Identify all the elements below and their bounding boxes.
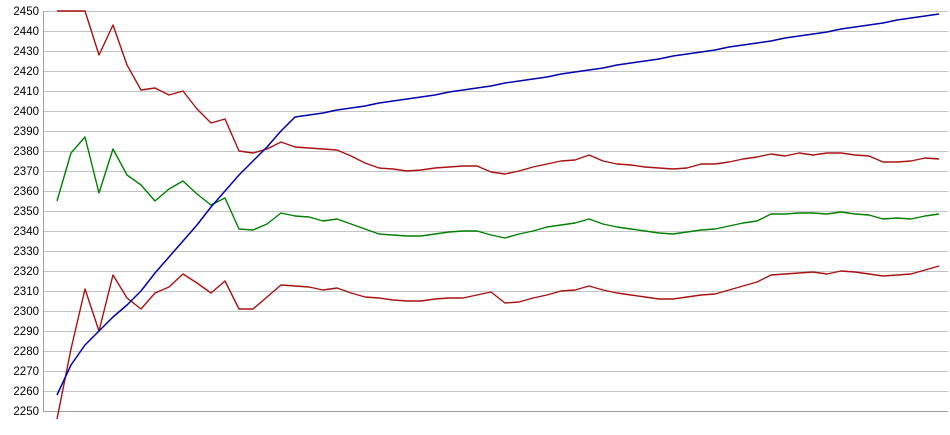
y-axis-tick-label: 2270 (13, 366, 39, 378)
y-axis-tick-label: 2380 (13, 146, 39, 158)
y-axis-tick-label: 2250 (13, 406, 39, 418)
y-axis-tick-label: 2280 (13, 346, 39, 358)
y-axis-tick-label: 2340 (13, 226, 39, 238)
y-axis-tick-label: 2330 (13, 246, 39, 258)
series-blue-cumulative-line (56, 13, 940, 396)
y-axis-tick-label: 2350 (13, 206, 39, 218)
y-axis-tick-label: 2260 (13, 386, 39, 398)
y-axis-tick-label: 2440 (13, 26, 39, 38)
y-axis-tick-label: 2450 (13, 6, 39, 18)
y-axis-tick-label: 2410 (13, 86, 39, 98)
y-axis-tick-label: 2420 (13, 66, 39, 78)
y-axis-tick-label: 2370 (13, 166, 39, 178)
y-axis-tick-label: 2310 (13, 286, 39, 298)
y-axis-tick-label: 2360 (13, 186, 39, 198)
y-axis-tick-label: 2290 (13, 326, 39, 338)
y-axis-tick-label: 2390 (13, 126, 39, 138)
y-axis-tick-label: 2300 (13, 306, 39, 318)
y-axis-tick-label: 2320 (13, 266, 39, 278)
series-upper-red-band (57, 10, 940, 175)
y-axis-tick-label: 2400 (13, 106, 39, 118)
y-axis-tick-label: 2430 (13, 46, 39, 58)
series-green-mid-line (56, 136, 940, 239)
series-lower-red-band (56, 265, 940, 420)
